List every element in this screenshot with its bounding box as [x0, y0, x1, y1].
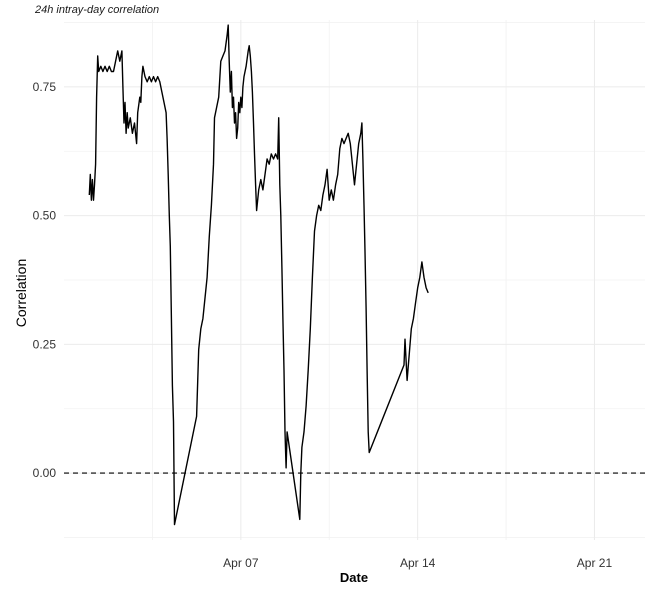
correlation-series-line [88, 24, 429, 526]
x-axis-label: Date [340, 570, 368, 585]
x-axis-tick-labels: Apr 07 Apr 14 Apr 21 [223, 556, 612, 570]
y-tick-label: 0.00 [33, 466, 57, 480]
y-tick-label: 0.25 [33, 337, 57, 351]
x-tick-label: Apr 07 [223, 556, 259, 570]
y-tick-label: 0.75 [33, 80, 57, 94]
x-tick-label: Apr 21 [577, 556, 613, 570]
y-axis-tick-labels: 0.00 0.25 0.50 0.75 [33, 80, 57, 480]
chart-title: 24h intray-day correlation [34, 4, 159, 16]
x-tick-label: Apr 14 [400, 556, 436, 570]
y-tick-label: 0.50 [33, 209, 57, 223]
grid-minor-lines [64, 20, 645, 540]
y-axis-label: Correlation [13, 259, 29, 327]
